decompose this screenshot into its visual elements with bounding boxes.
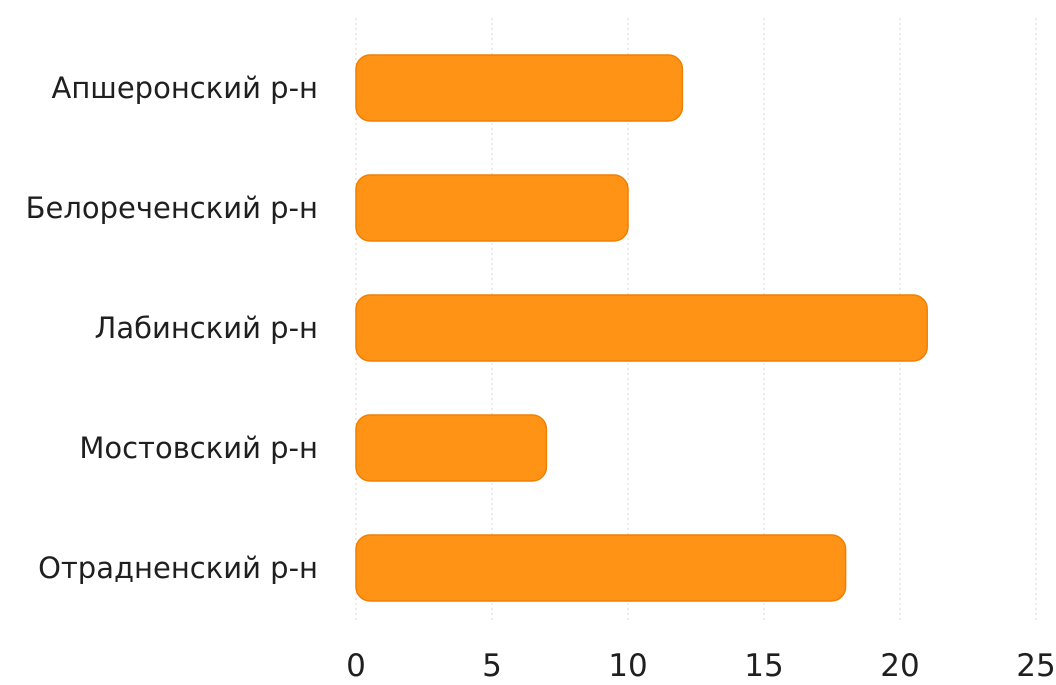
x-tick-label: 5 [482,648,502,684]
bar [355,174,629,242]
category-label: Апшеронский р-н [52,71,319,105]
x-tick-label: 25 [1016,648,1055,684]
category-labels: Апшеронский р-н Белореченский р-н Лабински… [26,71,318,585]
category-label: Отрадненский р-н [38,551,318,585]
x-tick-label: 10 [608,648,647,684]
bar [355,54,684,122]
category-label: Белореченский р-н [26,191,318,225]
x-tick-label: 20 [880,648,919,684]
x-axis-tick-labels: 0 5 10 15 20 25 [346,648,1056,684]
x-tick-label: 15 [744,648,783,684]
bar [355,294,928,362]
bars [355,54,928,602]
category-label: Лабинский р-н [95,311,318,345]
x-tick-label: 0 [346,648,366,684]
category-label: Мостовский р-н [79,431,318,465]
bar [355,414,548,482]
bar [355,534,847,602]
